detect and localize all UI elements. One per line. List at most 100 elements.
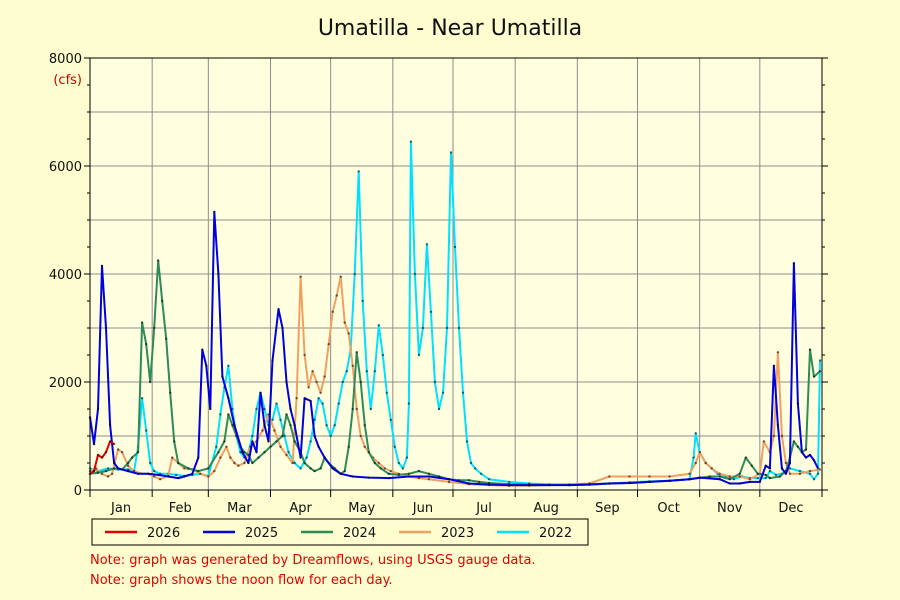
data-point	[291, 461, 294, 465]
data-point	[427, 472, 431, 475]
data-point	[710, 467, 713, 470]
data-point	[756, 472, 759, 475]
data-point	[175, 473, 178, 477]
data-point	[367, 451, 370, 454]
data-point	[136, 472, 140, 475]
data-point	[293, 424, 296, 427]
data-point	[788, 472, 792, 475]
data-point	[317, 445, 320, 448]
data-point	[407, 472, 411, 475]
data-point	[367, 476, 370, 479]
data-point	[311, 370, 314, 373]
data-point	[299, 275, 302, 278]
data-point	[365, 370, 368, 373]
data-point	[275, 440, 278, 443]
data-point	[668, 475, 671, 478]
data-point	[718, 472, 721, 475]
data-point	[453, 245, 457, 249]
data-point	[283, 434, 286, 438]
data-point	[355, 351, 358, 354]
data-point	[748, 478, 751, 481]
data-point	[92, 442, 96, 446]
data-point	[285, 453, 288, 457]
data-point	[818, 359, 822, 362]
data-point	[427, 478, 431, 481]
data-point	[784, 461, 788, 465]
data-point	[161, 299, 164, 303]
data-point	[233, 424, 236, 427]
data-point	[692, 456, 695, 459]
data-point	[756, 476, 759, 480]
data-point	[173, 440, 176, 443]
data-point	[355, 407, 358, 411]
data-point	[251, 440, 254, 443]
data-point	[167, 475, 170, 478]
data-point	[608, 475, 611, 478]
data-point	[323, 375, 326, 378]
data-point	[588, 483, 591, 486]
data-point	[361, 299, 364, 303]
data-point	[407, 402, 411, 405]
data-point	[812, 375, 816, 378]
data-point	[289, 407, 292, 411]
data-point	[792, 440, 796, 443]
data-point	[762, 440, 765, 443]
data-point	[313, 434, 316, 438]
data-point	[780, 467, 784, 470]
data-point	[728, 475, 731, 478]
data-point	[116, 448, 120, 451]
data-point	[221, 375, 224, 378]
data-point	[774, 473, 778, 477]
data-point	[477, 480, 481, 484]
data-point	[648, 480, 651, 484]
legend-label-2023: 2023	[441, 526, 474, 541]
data-point	[728, 478, 731, 481]
data-point	[227, 364, 230, 367]
data-point	[104, 469, 108, 473]
x-month-label: Jul	[475, 501, 492, 516]
data-point	[628, 481, 631, 485]
data-point	[357, 170, 360, 173]
data-point	[197, 456, 200, 459]
data-point	[183, 475, 186, 478]
data-point	[251, 434, 254, 438]
data-point	[744, 456, 747, 459]
chart-title: Umatilla - Near Umatilla	[318, 16, 582, 41]
legend-label-2026: 2026	[147, 526, 180, 541]
data-point	[307, 386, 310, 389]
data-point	[104, 451, 108, 454]
legend-label-2024: 2024	[343, 526, 376, 541]
data-point	[479, 472, 483, 475]
data-point	[648, 475, 651, 478]
data-point	[136, 451, 140, 454]
data-point	[321, 402, 324, 405]
data-point	[289, 424, 292, 427]
data-point	[100, 472, 104, 475]
data-point	[305, 456, 308, 459]
data-point	[776, 424, 780, 427]
data-point	[285, 380, 288, 384]
data-point	[259, 391, 262, 394]
data-point	[363, 424, 366, 427]
data-point	[385, 391, 388, 394]
data-point	[293, 461, 296, 465]
data-point	[351, 475, 354, 478]
y-tick-label: 6000	[49, 160, 82, 175]
y-unit-label: (cfs)	[53, 73, 82, 88]
data-point	[201, 348, 204, 351]
data-point	[157, 473, 160, 477]
data-point	[285, 413, 288, 416]
data-point	[130, 456, 134, 459]
data-point	[341, 380, 344, 384]
data-point	[381, 353, 384, 357]
data-point	[339, 275, 342, 278]
data-point	[319, 467, 322, 470]
data-point	[528, 483, 531, 487]
data-point	[120, 451, 124, 454]
data-point	[379, 467, 382, 470]
data-point	[169, 391, 172, 394]
data-point	[413, 272, 417, 276]
x-month-label: Sep	[595, 501, 620, 516]
